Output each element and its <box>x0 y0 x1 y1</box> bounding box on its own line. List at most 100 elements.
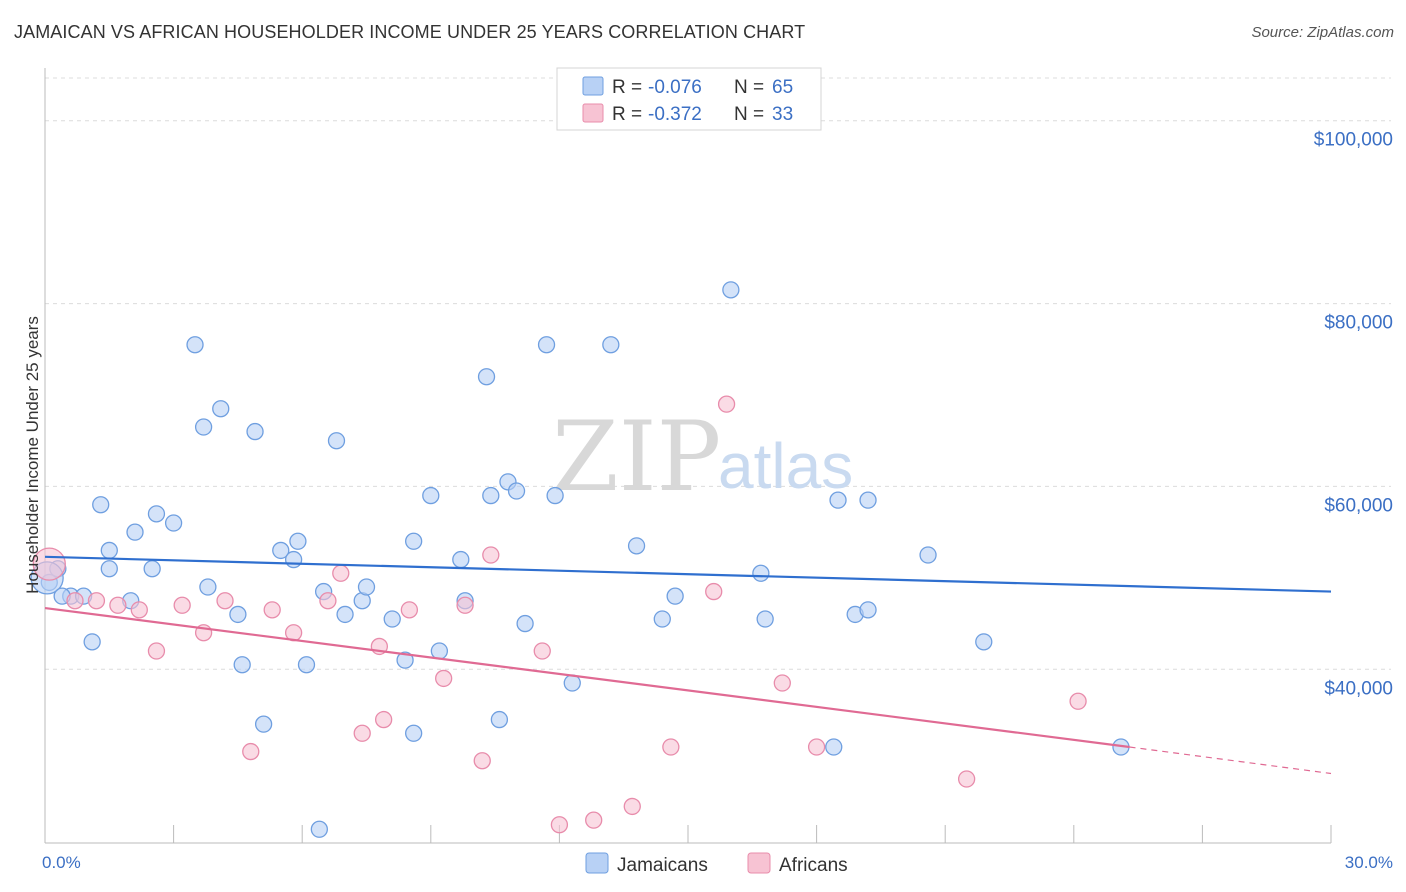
watermark-zip: ZIP <box>552 401 721 513</box>
watermark-atlas: atlas <box>718 430 853 502</box>
africans-point-18 <box>435 669 453 688</box>
africans-point-6 <box>173 596 191 614</box>
jamaicans-point-12 <box>164 514 183 532</box>
correlation-legend: R = -0.076 N = 65 R = -0.372 N = 33 <box>556 67 822 131</box>
africans-point-14 <box>353 724 371 742</box>
africans-point-2 <box>87 592 106 610</box>
series-legend-swatch-jamaicans <box>585 852 609 874</box>
y-tick-label-0: $40,000 <box>1324 678 1393 699</box>
africans-point-10 <box>263 601 281 619</box>
jamaicans-point-34 <box>405 532 423 550</box>
jamaicans-point-33 <box>405 724 423 742</box>
jamaicans-point-16 <box>212 400 230 418</box>
legend-n-value-africans: 33 <box>772 104 793 125</box>
africans-trend-extension <box>1129 746 1332 775</box>
legend-r-label-africans: R = <box>612 104 642 125</box>
africans-point-4 <box>130 601 148 619</box>
gridlines <box>45 77 1391 670</box>
legend-n-value-jamaicans: 65 <box>772 77 793 98</box>
jamaicans-point-53 <box>752 564 770 582</box>
y-tick-label-3: $100,000 <box>1314 130 1393 151</box>
jamaicans-point-37 <box>452 550 470 569</box>
y-tick-label-1: $60,000 <box>1324 495 1393 516</box>
africans-point-25 <box>623 797 641 816</box>
africans-point-3 <box>109 596 127 614</box>
y-tick-labels: $40,000 $60,000 $80,000 $100,000 <box>1314 130 1393 700</box>
africans-point-9 <box>242 742 260 761</box>
jamaicans-point-28 <box>336 605 354 624</box>
jamaicans-point-43 <box>507 482 526 500</box>
legend-r-value-africans: -0.372 <box>648 104 702 125</box>
africans-point-19 <box>456 596 474 614</box>
jamaicans-point-6 <box>100 560 118 578</box>
jamaicans-point-19 <box>246 422 264 441</box>
jamaicans-point-41 <box>490 710 509 729</box>
y-axis-label: Householder Income Under 25 years <box>23 316 42 594</box>
chart-title: JAMAICAN VS AFRICAN HOUSEHOLDER INCOME U… <box>14 22 806 42</box>
jamaicans-point-5 <box>92 496 110 514</box>
jamaicans-point-20 <box>254 715 273 733</box>
africans-point-27 <box>705 582 723 601</box>
jamaicans-point-52 <box>722 281 740 299</box>
series-legend: Jamaicans Africans <box>585 852 848 876</box>
jamaicans-point-10 <box>147 505 166 523</box>
africans-trend-line <box>44 606 1130 749</box>
jamaicans-points <box>30 281 1130 838</box>
jamaicans-point-11 <box>143 560 161 578</box>
jamaicans-point-61 <box>975 633 993 651</box>
jamaicans-point-59 <box>859 491 877 509</box>
africans-point-24 <box>585 811 603 829</box>
legend-n-label-jamaicans: N = <box>734 77 764 98</box>
jamaicans-point-23 <box>289 532 307 550</box>
jamaicans-point-7 <box>100 541 118 560</box>
jamaicans-point-30 <box>357 578 376 596</box>
jamaicans-point-51 <box>666 587 684 605</box>
jamaicans-point-31 <box>383 610 401 628</box>
jamaicans-point-48 <box>602 336 620 354</box>
africans-point-28 <box>717 395 736 413</box>
jamaicans-point-46 <box>546 486 564 505</box>
africans-point-26 <box>662 738 680 756</box>
legend-r-value-jamaicans: -0.076 <box>648 77 702 98</box>
y-tick-label-2: $80,000 <box>1324 313 1393 334</box>
africans-point-8 <box>216 592 234 610</box>
africans-point-23 <box>550 816 569 834</box>
africans-point-29 <box>773 674 791 692</box>
africans-point-22 <box>533 642 551 660</box>
jamaicans-point-58 <box>859 601 877 619</box>
africans-point-17 <box>400 601 419 619</box>
africans-point-30 <box>807 738 826 756</box>
africans-point-20 <box>473 752 491 770</box>
jamaicans-point-40 <box>482 486 500 505</box>
africans-point-13 <box>332 564 350 582</box>
series-legend-swatch-africans <box>747 852 771 874</box>
series-legend-label-africans: Africans <box>779 855 848 876</box>
jamaicans-point-27 <box>327 432 346 450</box>
axes <box>44 68 1332 844</box>
jamaicans-point-36 <box>430 642 449 660</box>
jamaicans-point-39 <box>477 368 496 386</box>
jamaicans-point-49 <box>627 537 646 555</box>
jamaicans-point-17 <box>229 605 247 624</box>
jamaicans-point-13 <box>186 336 204 354</box>
jamaicans-point-9 <box>126 523 144 541</box>
legend-swatch-jamaicans <box>582 76 604 96</box>
jamaicans-point-18 <box>233 656 251 674</box>
africans-point-31 <box>957 770 976 788</box>
x-tick-label-0: 0.0% <box>42 853 81 872</box>
jamaicans-point-22 <box>284 550 303 569</box>
x-tick-labels: 0.0% 30.0% <box>42 853 1393 872</box>
trend-lines <box>44 555 1332 775</box>
jamaicans-point-35 <box>422 486 440 505</box>
legend-swatch-africans <box>582 103 604 123</box>
x-tick-label-1: 30.0% <box>1345 853 1393 872</box>
jamaicans-point-54 <box>756 610 774 628</box>
jamaicans-point-60 <box>919 546 937 564</box>
africans-point-1 <box>66 592 84 610</box>
jamaicans-point-24 <box>297 656 316 674</box>
jamaicans-trend-line <box>44 555 1332 593</box>
source-label: Source: ZipAtlas.com <box>1251 24 1394 41</box>
africans-point-12 <box>319 592 337 610</box>
watermark: ZIP atlas <box>552 401 853 513</box>
jamaicans-point-4 <box>83 633 101 651</box>
